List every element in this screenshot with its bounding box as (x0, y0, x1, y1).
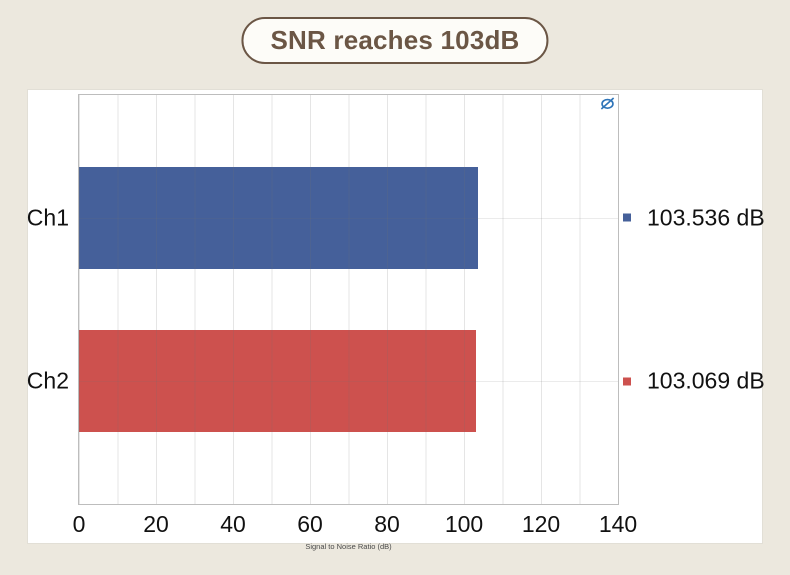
x-tick-140: 140 (598, 511, 638, 537)
legend-value-ch2: 103.069 dB (647, 367, 765, 394)
legend-item-ch2: 103.069 dB (623, 368, 765, 395)
x-tick-20: 20 (143, 511, 169, 537)
legend-value-ch1: 103.536 dB (647, 204, 765, 231)
x-tick-80: 80 (374, 511, 400, 537)
bar-ch1 (79, 166, 478, 269)
x-tick-100: 100 (444, 511, 484, 537)
legend-item-ch1: 103.536 dB (623, 204, 765, 231)
ap-logo-icon (600, 97, 615, 110)
chart-panel: Ch1 Ch2 0 20 40 60 80 100 120 140 Signal to Nois… (27, 90, 765, 551)
x-tick-60: 60 (297, 511, 323, 537)
category-label-ch2: Ch2 (26, 367, 69, 394)
legend-marker-ch2 (623, 377, 631, 386)
bar-ch2 (79, 330, 476, 433)
category-label-ch1: Ch1 (26, 204, 69, 231)
x-axis-label: Signal to Noise Ratio (dB) (305, 542, 392, 551)
x-tick-120: 120 (521, 511, 561, 537)
title-badge: SNR reaches 103dB (241, 17, 549, 64)
plot-area: Ch1 Ch2 0 20 40 60 80 100 120 140 Signal to Nois… (27, 94, 765, 551)
x-tick-0: 0 (72, 511, 86, 537)
legend-marker-ch1 (623, 213, 631, 222)
title-badge-text: SNR reaches 103dB (270, 25, 520, 55)
x-tick-40: 40 (220, 511, 246, 537)
bars-layer (79, 95, 618, 504)
